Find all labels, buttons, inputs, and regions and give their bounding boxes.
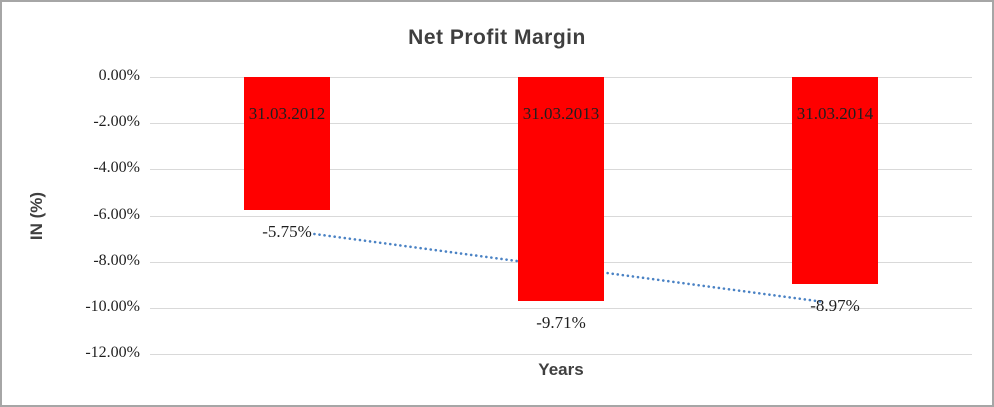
bar-value-label: -8.97% xyxy=(810,296,860,315)
y-tick-label: -10.00% xyxy=(85,298,140,315)
trendline-path xyxy=(313,232,827,304)
y-tick-label: -2.00% xyxy=(93,113,140,130)
x-axis-title: Years xyxy=(538,360,584,379)
bar-31.03.2012 xyxy=(244,77,330,210)
bar-category-label: 31.03.2013 xyxy=(522,104,600,123)
y-tick-label: 0.00% xyxy=(98,67,140,84)
chart-title: Net Profit Margin xyxy=(408,26,586,49)
bar-category-label: 31.03.2012 xyxy=(248,104,326,123)
y-tick-label: -4.00% xyxy=(93,159,140,176)
y-axis-tick-labels: 0.00% -2.00% -4.00% -6.00% -8.00% -10.00% -12.… xyxy=(2,67,140,361)
y-tick-label: -12.00% xyxy=(85,344,140,361)
bar-31.03.2013 xyxy=(518,77,604,301)
bar-value-label: -5.75% xyxy=(262,222,312,241)
y-tick-label: -6.00% xyxy=(93,206,140,223)
gridline xyxy=(150,308,972,309)
bar-category-label: 31.03.2014 xyxy=(796,104,874,123)
bar-value-label: -9.71% xyxy=(536,313,586,332)
trendline xyxy=(313,232,827,304)
gridline xyxy=(150,354,972,355)
bar-31.03.2014 xyxy=(792,77,878,284)
y-tick-label: -8.00% xyxy=(93,252,140,269)
plot-area: 31.03.2012 -5.75% 31.03.2013 -9.71% 31.03.20… xyxy=(150,77,972,355)
